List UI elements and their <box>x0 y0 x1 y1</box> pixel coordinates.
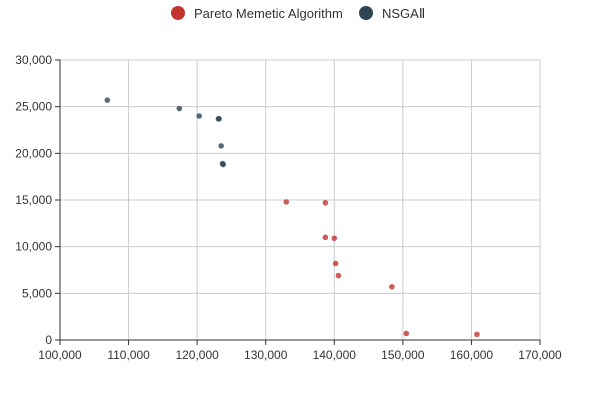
y-tick-label: 30,000 <box>15 53 52 67</box>
tick-labels: 100,000 110,000 120,000 130,000 140,000 150,0… <box>15 53 562 362</box>
y-tick-label: 0 <box>45 333 52 347</box>
scatter-point-series-0[interactable] <box>335 272 342 279</box>
y-tick-label: 5,000 <box>22 286 52 300</box>
axes <box>55 59 541 345</box>
x-tick-label: 170,000 <box>518 348 562 362</box>
legend-marker <box>171 6 185 20</box>
scatter-point-series-0[interactable] <box>283 199 290 205</box>
scatter-point-series-0[interactable] <box>332 260 339 267</box>
legend[interactable]: Pareto Memetic Algorithm NSGAⅡ <box>171 6 425 21</box>
legend-label: NSGAⅡ <box>382 6 425 21</box>
legend-label: Pareto Memetic Algorithm <box>194 6 343 21</box>
y-tick-label: 25,000 <box>15 100 52 114</box>
grid-lines <box>60 59 541 340</box>
scatter-point-series-0[interactable] <box>474 331 480 338</box>
legend-item-series-0[interactable]: Pareto Memetic Algorithm <box>171 6 343 21</box>
x-tick-label: 130,000 <box>244 348 288 362</box>
legend-marker <box>359 6 373 20</box>
scatter-point-series-0[interactable] <box>389 284 395 290</box>
scatter-point-series-0[interactable] <box>322 234 329 241</box>
x-tick-label: 100,000 <box>38 348 82 362</box>
scatter-point-series-1[interactable] <box>220 161 226 168</box>
y-tick-label: 20,000 <box>15 146 52 160</box>
legend-item-series-1[interactable]: NSGAⅡ <box>359 6 425 21</box>
y-tick-label: 15,000 <box>15 193 52 207</box>
data-points <box>104 97 480 338</box>
x-tick-label: 140,000 <box>313 348 357 362</box>
scatter-point-series-1[interactable] <box>104 97 111 103</box>
scatter-point-series-1[interactable] <box>218 143 224 149</box>
x-tick-label: 150,000 <box>381 348 425 362</box>
x-tick-label: 160,000 <box>450 348 494 362</box>
scatter-point-series-0[interactable] <box>403 330 410 337</box>
x-tick-label: 120,000 <box>175 348 219 362</box>
scatter-point-series-0[interactable] <box>331 235 338 242</box>
scatter-point-series-0[interactable] <box>322 200 329 206</box>
y-tick-label: 10,000 <box>15 240 52 254</box>
scatter-point-series-1[interactable] <box>176 105 183 112</box>
scatter-point-series-1[interactable] <box>196 113 202 119</box>
x-tick-label: 110,000 <box>107 348 150 362</box>
scatter-point-series-1[interactable] <box>216 116 222 122</box>
